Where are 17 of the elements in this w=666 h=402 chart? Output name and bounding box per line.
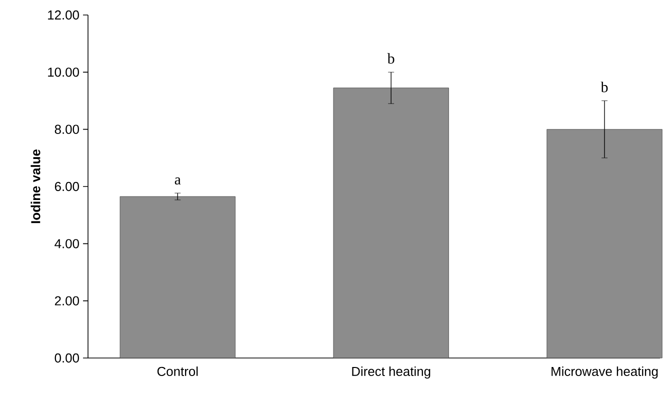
annotation: b [600,82,608,92]
y-axis-title: Iodine value [30,150,40,224]
x-tick-label: Direct heating [352,366,430,379]
y-tick-label: 0.00 [54,353,79,363]
y-tick-label: 6.00 [54,182,79,192]
annotation: a [174,177,181,185]
y-tick-label: 12.00 [48,10,79,20]
bar [333,88,449,358]
annotation: b [387,53,394,64]
bar [120,196,236,358]
y-tick-label: 8.00 [54,124,79,134]
bar [546,129,662,358]
y-tick-label: 2.00 [54,296,79,306]
x-tick-label: Control [157,366,198,376]
y-tick-label: 4.00 [54,239,79,248]
x-tick-label: Microwave heating [552,366,658,379]
y-tick-label: 10.00 [48,68,79,77]
